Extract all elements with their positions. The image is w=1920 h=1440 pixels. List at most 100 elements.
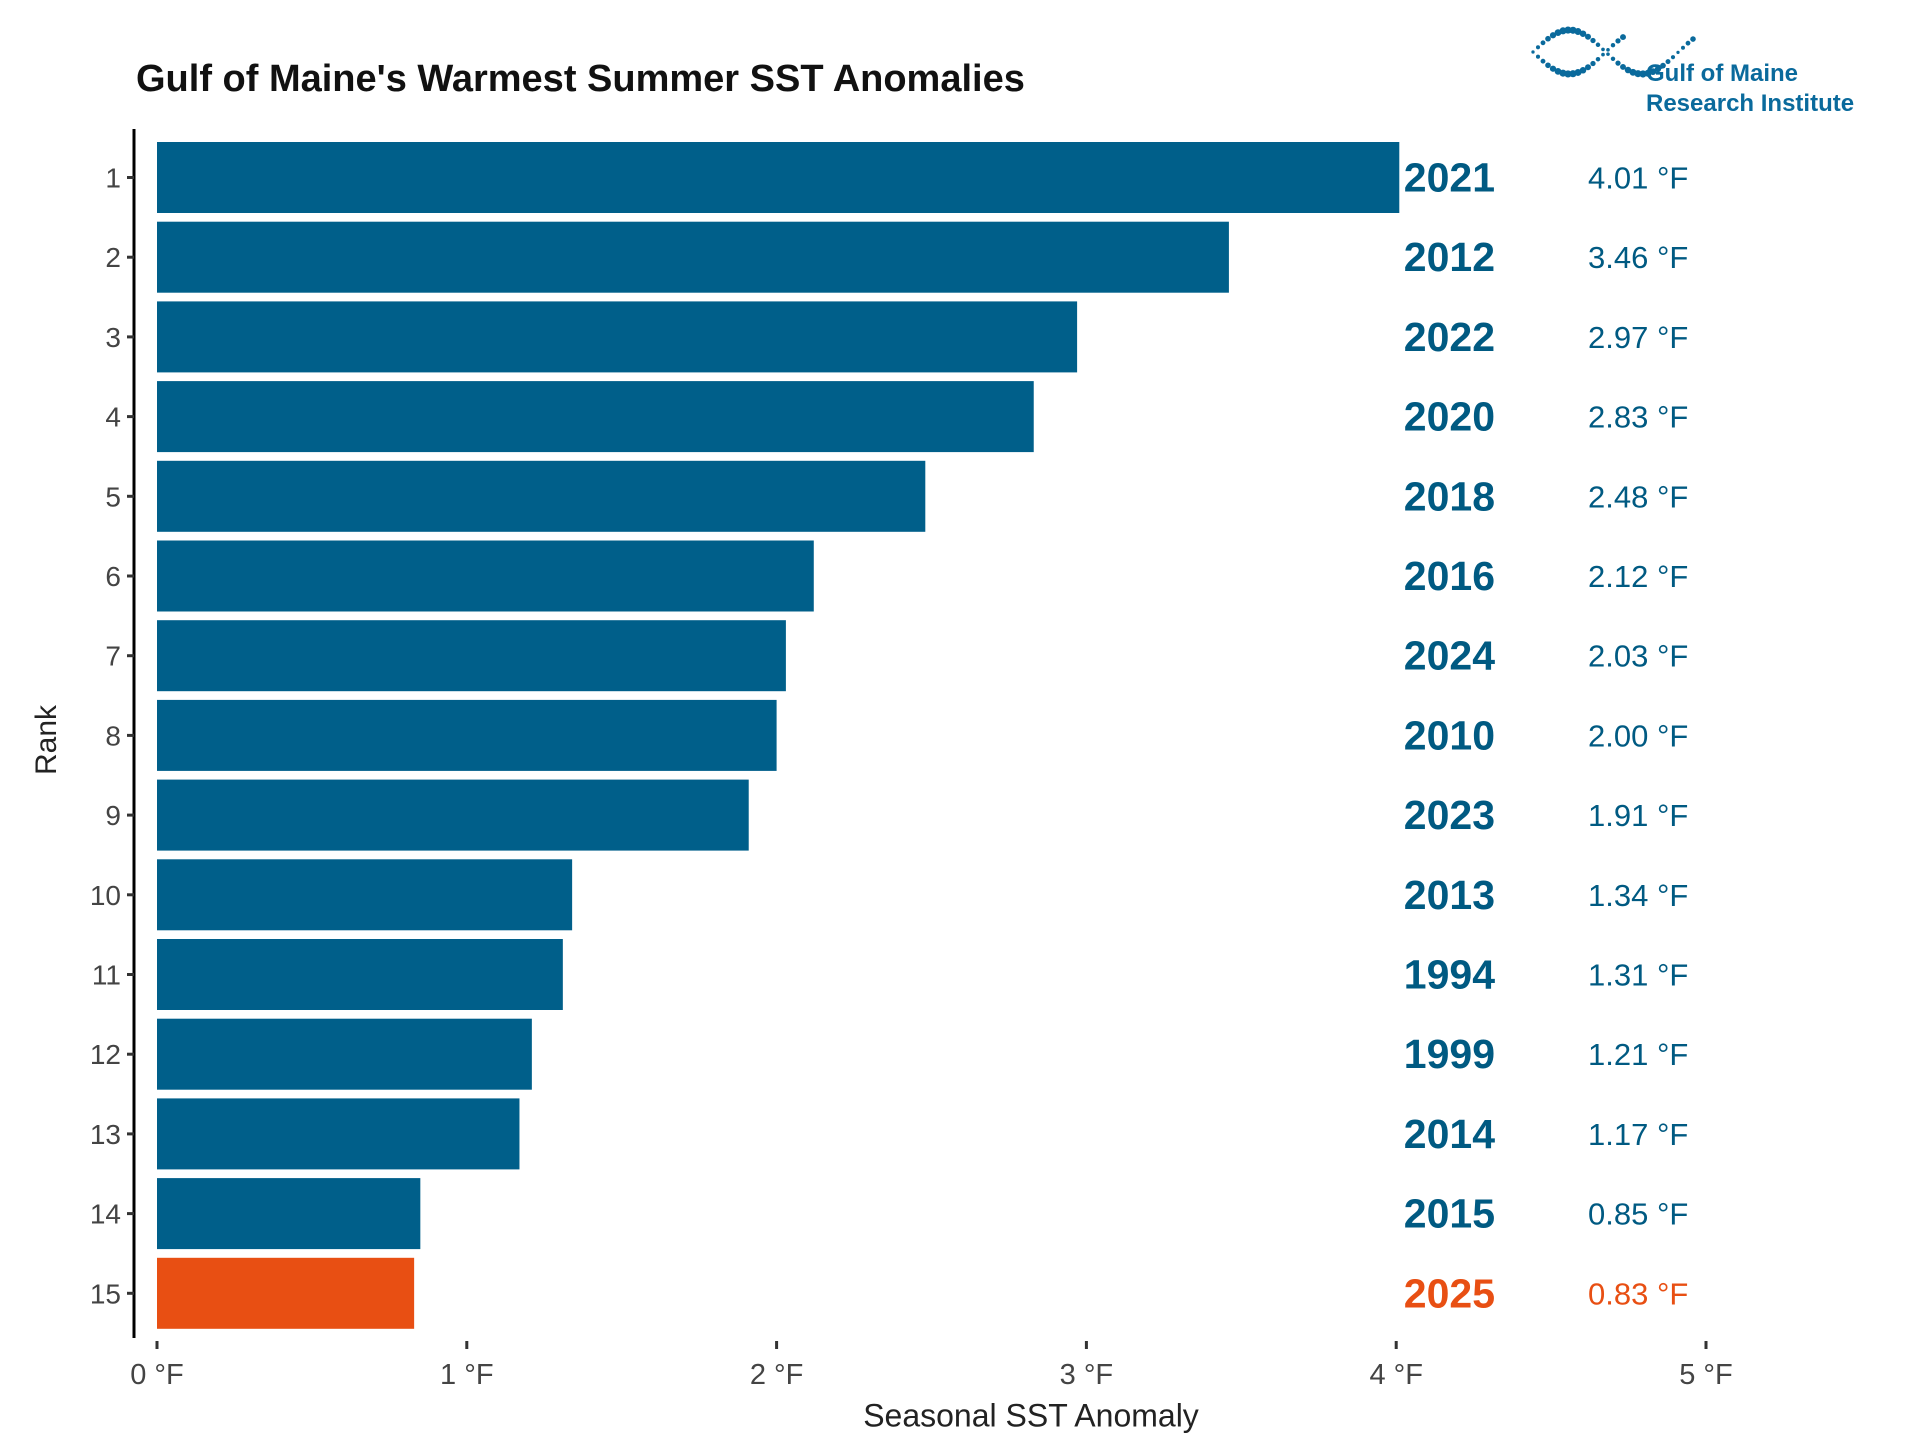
value-label: 1.91 °F [1588, 798, 1688, 833]
logo-dot [1585, 33, 1591, 40]
logo-dot [1595, 56, 1601, 62]
bar [157, 142, 1400, 213]
bar [157, 1018, 532, 1090]
year-label: 2016 [1404, 553, 1495, 599]
value-label: 2.97 °F [1588, 320, 1688, 355]
y-tick-label: 1 [105, 163, 121, 194]
bar [157, 1098, 520, 1170]
bar [157, 1257, 415, 1329]
x-tick-label: 1 °F [440, 1359, 494, 1391]
logo-dot [1549, 65, 1557, 72]
bar [157, 301, 1078, 373]
y-tick-label: 11 [92, 960, 121, 991]
logo-dot [1531, 50, 1535, 54]
logo-dot [1660, 62, 1666, 69]
y-tick-label: 7 [105, 641, 121, 672]
x-tick-label: 0 °F [130, 1359, 184, 1391]
value-label: 4.01 °F [1588, 161, 1688, 196]
logo-dot [1606, 52, 1610, 56]
value-label: 2.03 °F [1588, 639, 1688, 674]
value-label: 1.31 °F [1588, 958, 1688, 993]
year-label: 1999 [1404, 1031, 1495, 1077]
year-label: 2015 [1404, 1191, 1495, 1237]
year-label: 2022 [1404, 314, 1495, 360]
logo-dot [1685, 40, 1691, 46]
logo-dot [1654, 65, 1662, 73]
y-tick-label: 9 [105, 800, 121, 831]
value-label: 2.83 °F [1588, 400, 1688, 435]
bar [157, 939, 563, 1010]
value-label: 1.34 °F [1588, 878, 1688, 913]
logo-dot [1540, 58, 1546, 64]
logo-dot [1579, 30, 1587, 37]
x-tick-label: 4 °F [1369, 1359, 1423, 1391]
year-label: 2013 [1404, 872, 1495, 918]
chart-title: Gulf of Maine's Warmest Summer SST Anoma… [136, 58, 1025, 100]
fish-dots-logo-icon [1531, 26, 1696, 78]
y-tick-label: 6 [105, 561, 121, 592]
logo-dot [1574, 69, 1582, 76]
value-label: 2.00 °F [1588, 718, 1688, 753]
value-label: 2.12 °F [1588, 559, 1688, 594]
logo-dot [1585, 64, 1591, 71]
value-label: 3.46 °F [1588, 240, 1688, 275]
logo-dot [1606, 48, 1610, 52]
logo-dot [1579, 67, 1587, 74]
value-label: 0.85 °F [1588, 1197, 1688, 1232]
bar [157, 540, 814, 612]
logo-dot [1545, 62, 1551, 69]
gmri-logo: Gulf of Maine Research Institute [1525, 18, 1905, 128]
logo-dot [1649, 68, 1657, 75]
logo-dot [1601, 47, 1605, 52]
logo-dot [1676, 50, 1680, 55]
logo-dot [1615, 60, 1621, 66]
logo-line-1: Gulf of Maine [1646, 60, 1798, 87]
year-label: 2023 [1404, 792, 1495, 838]
bar [157, 460, 926, 532]
logo-dot [1610, 42, 1616, 48]
year-label: 2014 [1404, 1111, 1495, 1157]
bar [157, 620, 786, 692]
logo-dot [1601, 52, 1605, 57]
logo-dot [1681, 45, 1685, 50]
bar [157, 1178, 421, 1250]
logo-dot [1690, 36, 1696, 42]
bar [157, 779, 749, 851]
logo-dot [1670, 55, 1676, 60]
bar [157, 699, 777, 771]
year-label: 2010 [1404, 712, 1495, 758]
y-tick-label: 4 [105, 402, 121, 433]
year-label: 2021 [1404, 155, 1495, 201]
logo-dot [1590, 60, 1596, 67]
value-label: 2.48 °F [1588, 479, 1688, 514]
logo-dot [1535, 45, 1541, 50]
bar [157, 859, 573, 931]
x-tick-label: 3 °F [1060, 1359, 1114, 1391]
year-label: 2018 [1404, 473, 1495, 519]
logo-dot [1590, 37, 1596, 44]
value-label: 0.83 °F [1588, 1276, 1688, 1311]
y-tick-label: 15 [90, 1278, 121, 1309]
y-tick-label: 3 [105, 322, 121, 353]
year-label: 2025 [1404, 1270, 1495, 1316]
year-label: 2012 [1404, 234, 1495, 280]
logo-dot [1620, 63, 1626, 70]
year-label: 2020 [1404, 394, 1495, 440]
year-label: 2024 [1404, 633, 1495, 679]
logo-dot [1610, 56, 1616, 62]
y-tick-label: 10 [90, 880, 121, 911]
value-label: 1.17 °F [1588, 1117, 1688, 1152]
x-axis-title: Seasonal SST Anomaly [863, 1397, 1199, 1434]
logo-dot [1620, 34, 1626, 41]
logo-dot [1615, 38, 1621, 44]
logo-dot [1540, 40, 1546, 46]
y-tick-label: 8 [105, 720, 121, 751]
x-tick-label: 2 °F [750, 1359, 804, 1391]
y-tick-label: 5 [105, 481, 121, 512]
bar [157, 381, 1034, 453]
value-label: 1.21 °F [1588, 1037, 1688, 1072]
bar [157, 221, 1229, 293]
logo-dot [1545, 35, 1551, 42]
logo-dot [1665, 59, 1671, 65]
year-label: 1994 [1404, 952, 1495, 998]
